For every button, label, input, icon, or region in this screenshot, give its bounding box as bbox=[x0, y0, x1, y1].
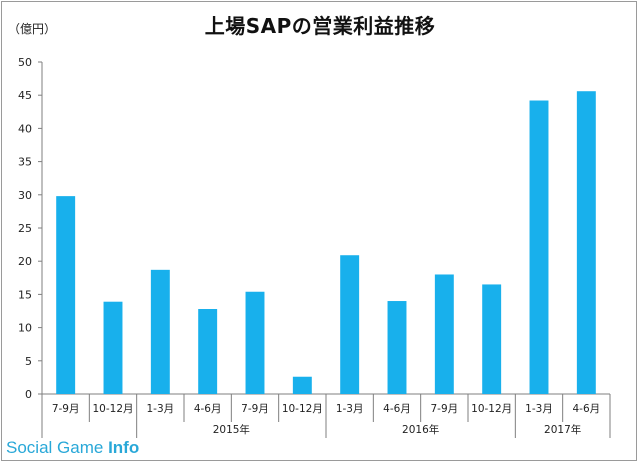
bar bbox=[576, 91, 596, 394]
bar bbox=[103, 301, 123, 394]
y-tick-label: 45 bbox=[18, 89, 32, 102]
x-tick-label: 1-3月 bbox=[147, 403, 175, 415]
watermark-part2: Info bbox=[108, 438, 140, 457]
y-tick-label: 15 bbox=[18, 288, 32, 301]
x-tick-label: 1-3月 bbox=[525, 403, 553, 415]
bar bbox=[434, 274, 454, 394]
bar bbox=[198, 309, 218, 394]
chart-title: 上場SAPの営業利益推移 bbox=[204, 14, 436, 38]
x-tick-label: 10-12月 bbox=[92, 403, 133, 415]
bar bbox=[150, 269, 170, 394]
x-tick-label: 7-9月 bbox=[52, 403, 80, 415]
x-group-label: 2017年 bbox=[544, 423, 581, 436]
y-tick-label: 50 bbox=[18, 56, 32, 69]
x-group-label: 2016年 bbox=[402, 423, 439, 436]
y-tick-label: 30 bbox=[18, 189, 32, 202]
y-tick-label: 5 bbox=[25, 355, 32, 368]
bar bbox=[529, 100, 549, 395]
bar bbox=[482, 284, 502, 394]
bar bbox=[292, 376, 312, 394]
y-tick-label: 0 bbox=[25, 388, 32, 401]
x-tick-label: 10-12月 bbox=[282, 403, 323, 415]
bar bbox=[245, 291, 265, 394]
x-tick-label: 4-6月 bbox=[383, 403, 411, 415]
x-tick-label: 4-6月 bbox=[194, 403, 222, 415]
watermark-part1: Social Game bbox=[6, 438, 104, 457]
y-tick-label: 35 bbox=[18, 156, 32, 169]
y-tick-label: 25 bbox=[18, 222, 32, 235]
x-tick-label: 7-9月 bbox=[431, 403, 459, 415]
y-axis-unit-label: （億円） bbox=[8, 22, 57, 36]
watermark-logo: Social Game Info bbox=[6, 438, 139, 458]
bar bbox=[387, 301, 407, 394]
x-group-label: 2015年 bbox=[213, 423, 250, 436]
bar bbox=[340, 255, 360, 394]
x-tick-label: 4-6月 bbox=[573, 403, 601, 415]
x-tick-label: 7-9月 bbox=[241, 403, 269, 415]
y-tick-label: 10 bbox=[18, 322, 32, 335]
bar bbox=[56, 196, 76, 394]
y-tick-label: 20 bbox=[18, 255, 32, 268]
x-tick-label: 10-12月 bbox=[471, 403, 512, 415]
y-tick-label: 40 bbox=[18, 122, 32, 135]
x-tick-label: 1-3月 bbox=[336, 403, 364, 415]
